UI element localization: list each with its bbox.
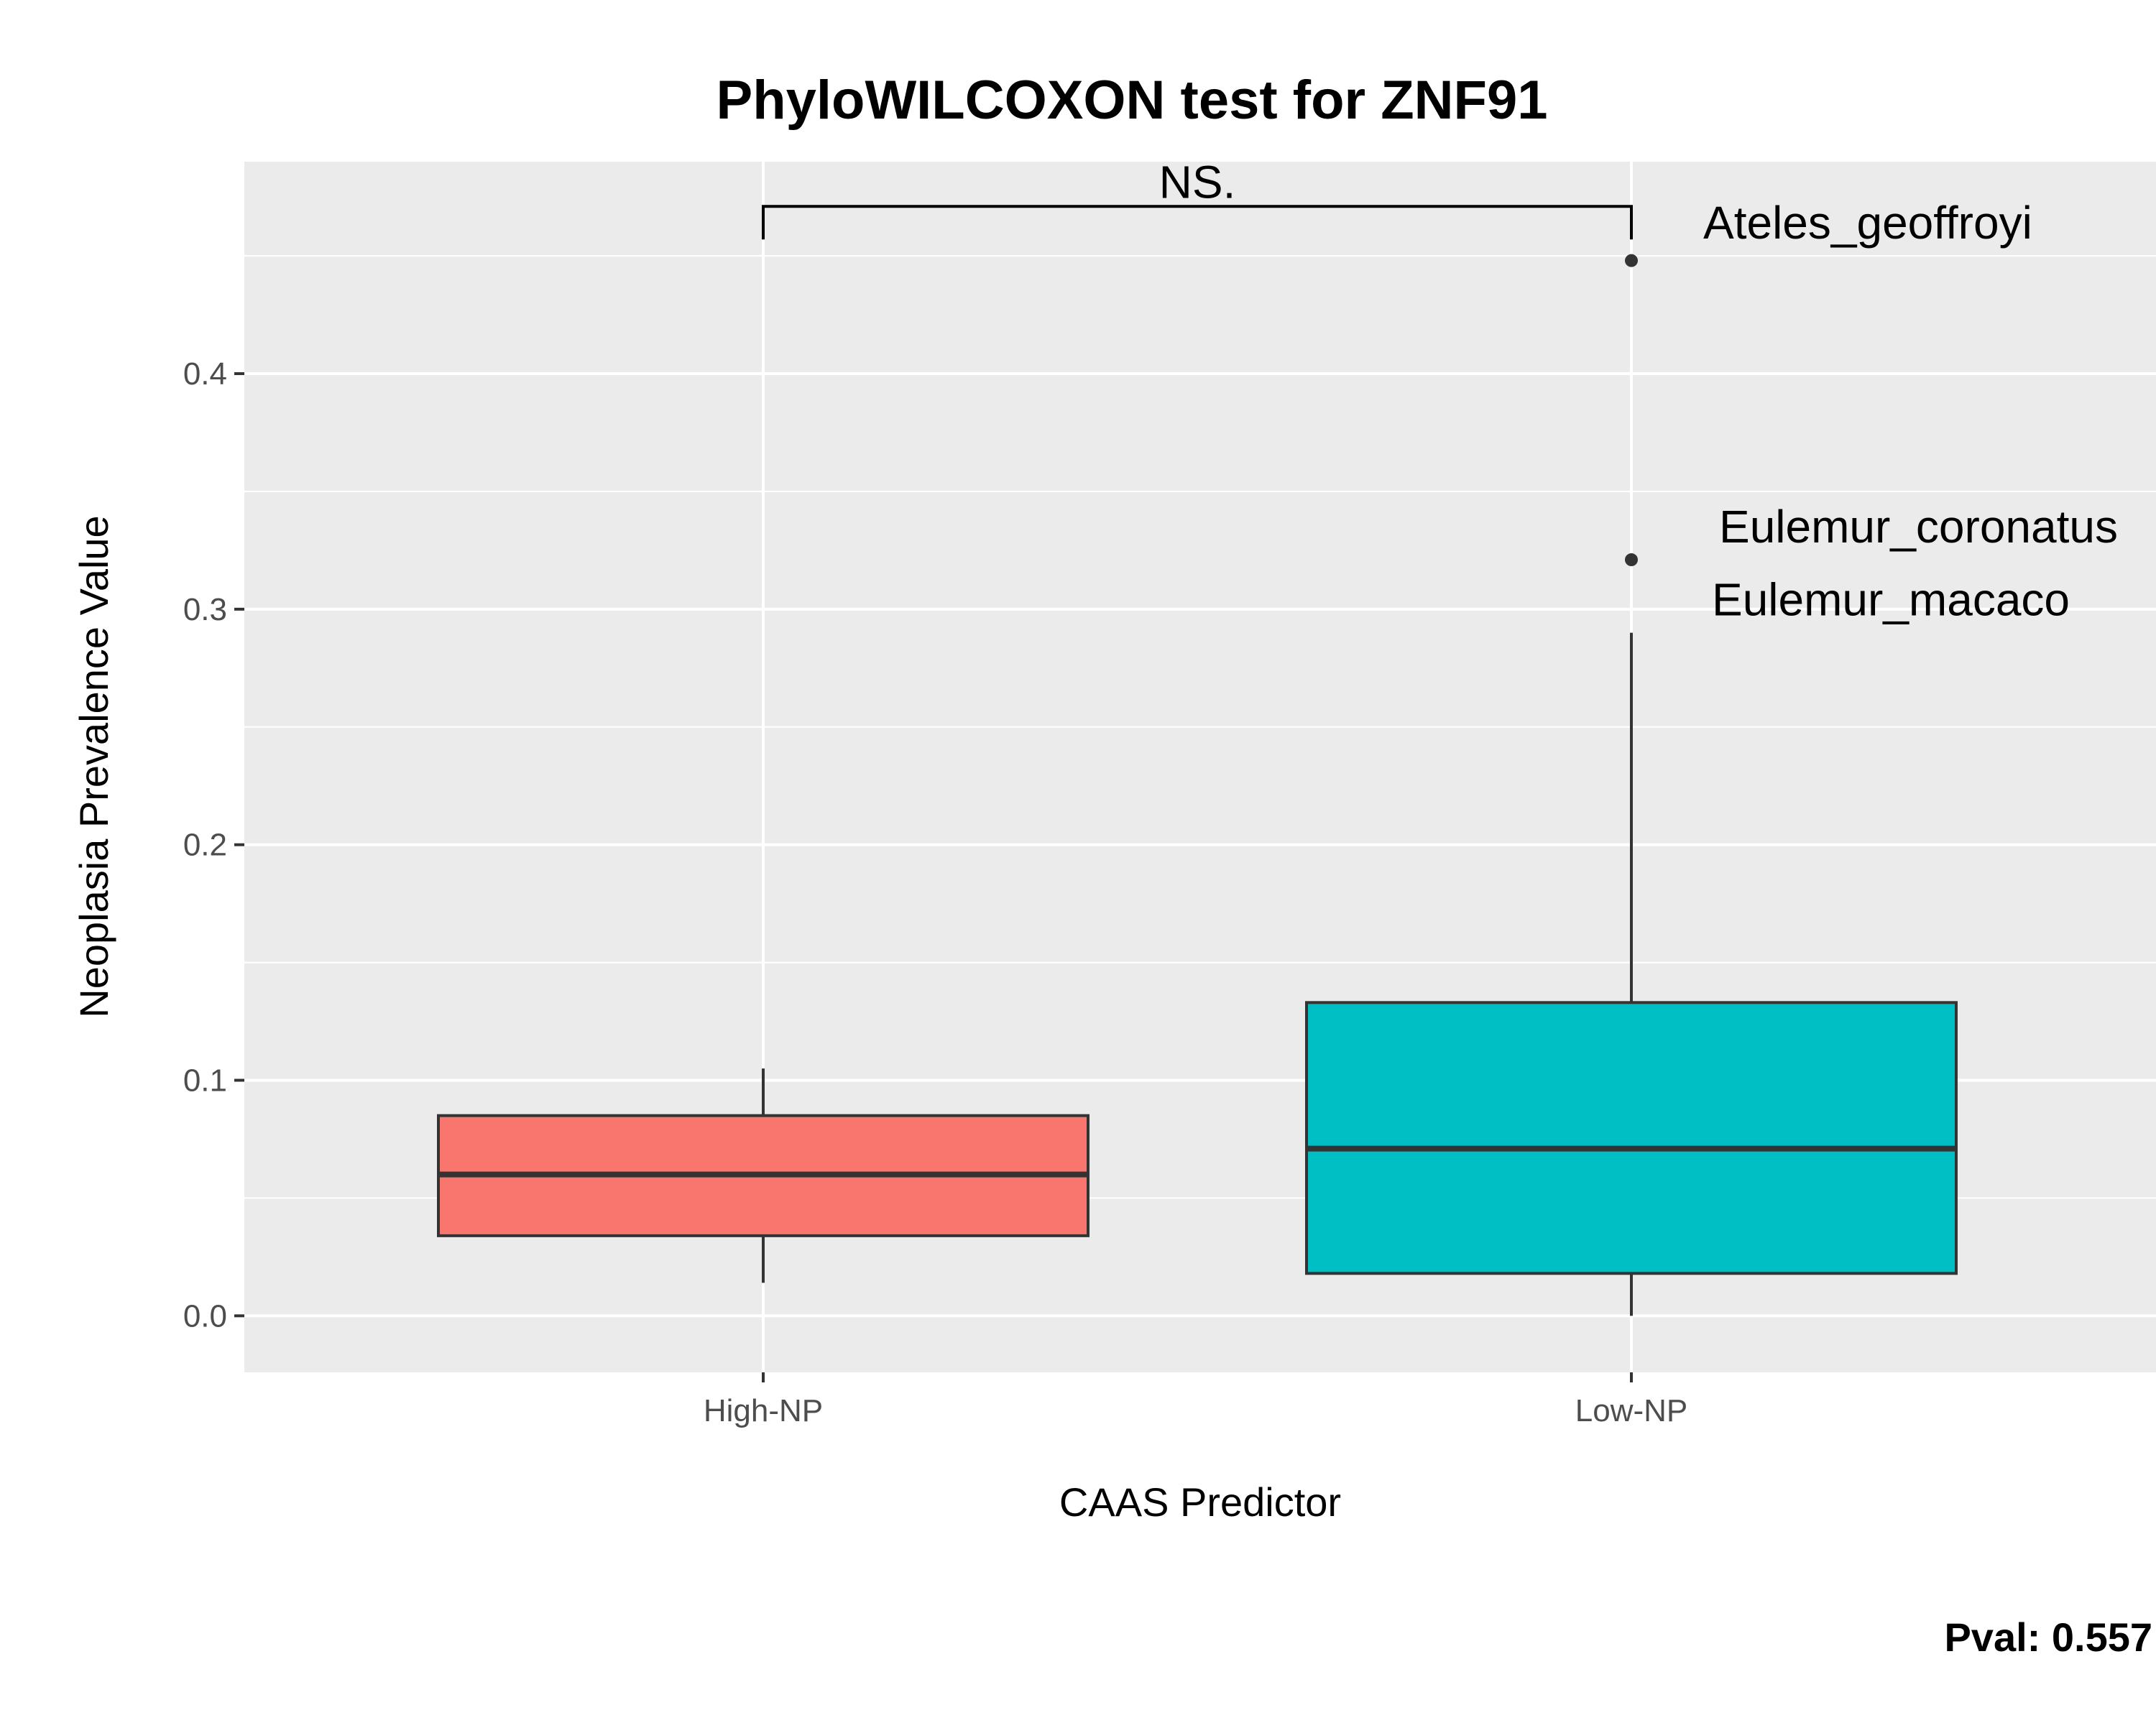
significance-label: NS. <box>1159 156 1236 208</box>
x-axis-title: CAAS Predictor <box>1059 1479 1341 1525</box>
point-label: Ateles_geoffroyi <box>1703 197 2032 249</box>
outlier-point <box>1625 553 1638 567</box>
axes: 0.0 0.1 0.2 0.3 0.4 High-NP Low-NP <box>183 356 1687 1428</box>
boxes <box>437 632 1958 1316</box>
x-tick-label: High-NP <box>704 1393 823 1428</box>
y-tick-label: 0.3 <box>183 592 227 627</box>
pvalue-label: Pval: 0.557 <box>1944 1614 2152 1660</box>
box-iqr <box>1305 1001 1958 1275</box>
x-tick-label: Low-NP <box>1575 1393 1688 1428</box>
y-tick-label: 0.0 <box>183 1298 227 1334</box>
box-low-np <box>1305 632 1958 1316</box>
point-label: Eulemur_coronatus <box>1719 501 2118 553</box>
outlier-point <box>1625 254 1638 267</box>
outlier-points <box>1625 254 1638 567</box>
y-tick-label: 0.1 <box>183 1063 227 1099</box>
box-high-np <box>437 1068 1089 1283</box>
y-tick-label: 0.2 <box>183 828 227 863</box>
chart-title: PhyloWILCOXON test for ZNF91 <box>717 70 1548 131</box>
significance-bracket <box>762 205 1633 240</box>
point-label: Eulemur_macaco <box>1712 574 2070 626</box>
annotations: Ateles_geoffroyi Eulemur_coronatus Eulemur… <box>762 156 2118 626</box>
y-tick-label: 0.4 <box>183 356 227 392</box>
y-axis-title: Neoplasia Prevalence Value <box>71 515 116 1017</box>
